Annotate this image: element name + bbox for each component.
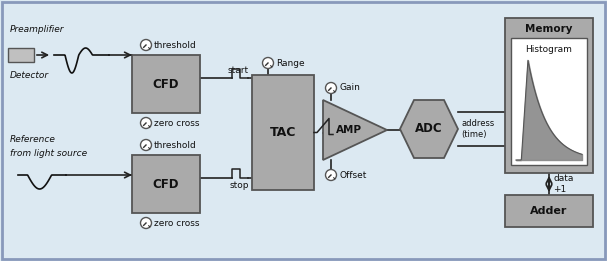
Circle shape (325, 169, 336, 181)
Circle shape (140, 39, 152, 50)
Text: address
(time): address (time) (461, 119, 494, 139)
Text: data
+1: data +1 (553, 174, 574, 194)
Bar (252, 75, 314, 190)
Circle shape (140, 139, 152, 151)
Circle shape (262, 57, 274, 68)
Text: Preamplifier: Preamplifier (10, 26, 64, 34)
Text: ADC: ADC (415, 122, 443, 135)
Text: Gain: Gain (339, 84, 360, 92)
Polygon shape (400, 100, 458, 158)
Text: TAC: TAC (270, 126, 296, 139)
Bar (505, 18, 593, 173)
Bar (511, 38, 587, 165)
Text: from light source: from light source (10, 149, 87, 157)
Circle shape (140, 117, 152, 128)
Text: Range: Range (276, 58, 305, 68)
Text: AMP: AMP (336, 125, 362, 135)
Text: Reference: Reference (10, 135, 56, 145)
Text: Histogram: Histogram (526, 44, 572, 54)
Text: zero cross: zero cross (154, 218, 200, 228)
Text: Detector: Detector (10, 70, 49, 80)
Text: CFD: CFD (153, 177, 179, 191)
Text: Adder: Adder (531, 206, 568, 216)
Text: CFD: CFD (153, 78, 179, 91)
Bar (8, 48, 34, 62)
Circle shape (325, 82, 336, 93)
Bar (132, 155, 200, 213)
Text: zero cross: zero cross (154, 118, 200, 128)
Text: Offset: Offset (339, 170, 367, 180)
Text: start: start (228, 66, 249, 75)
Bar (132, 55, 200, 113)
Text: stop: stop (229, 181, 249, 190)
Polygon shape (323, 100, 387, 160)
Text: threshold: threshold (154, 140, 197, 150)
Circle shape (140, 217, 152, 228)
Bar (505, 195, 593, 227)
Text: Memory: Memory (525, 24, 573, 34)
Text: threshold: threshold (154, 40, 197, 50)
